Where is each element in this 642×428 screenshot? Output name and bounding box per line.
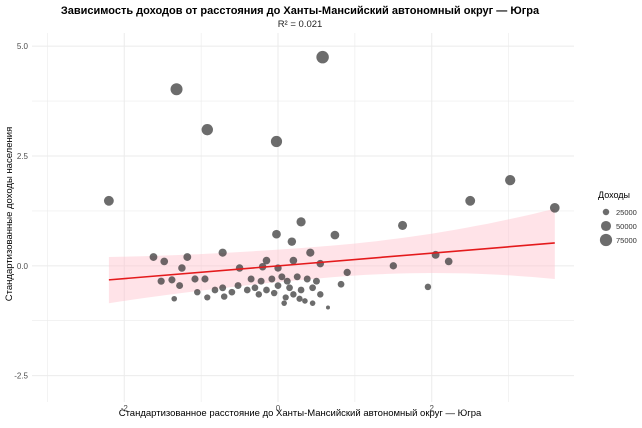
y-tick-label: -2.5 — [14, 372, 28, 381]
data-point — [316, 50, 329, 64]
data-point — [194, 288, 201, 296]
data-point — [268, 275, 276, 283]
data-point — [220, 293, 228, 300]
data-point — [309, 300, 316, 306]
data-point — [389, 262, 398, 270]
chart-title: Зависимость доходов от расстояния до Хан… — [61, 5, 540, 17]
data-point — [251, 284, 259, 292]
legend: Доходы 25000 50000 75000 — [598, 190, 637, 247]
data-point — [270, 289, 278, 297]
data-point — [234, 282, 242, 290]
data-point — [306, 248, 315, 257]
x-tick-label: 0 — [276, 404, 281, 413]
data-point — [168, 276, 176, 284]
data-point — [337, 280, 345, 288]
data-point — [219, 284, 227, 292]
data-point — [255, 291, 263, 298]
data-point — [243, 286, 251, 294]
data-point — [549, 203, 560, 213]
data-point — [201, 123, 213, 136]
ticks-layer: -2 0 2 -2.5 0.0 2.5 5.0 — [14, 42, 434, 413]
data-point — [282, 294, 289, 301]
data-point — [191, 275, 199, 283]
data-point — [505, 175, 516, 186]
legend-label: 75000 — [616, 236, 637, 245]
data-point — [312, 277, 320, 285]
data-point — [149, 253, 158, 261]
x-tick-label: -2 — [121, 404, 129, 413]
data-point — [278, 273, 286, 281]
data-point — [235, 264, 244, 272]
data-point — [317, 291, 324, 298]
legend-size-key — [602, 208, 610, 216]
data-point — [316, 259, 325, 268]
legend-label: 25000 — [616, 208, 637, 217]
data-point — [228, 288, 236, 296]
data-point — [274, 282, 282, 289]
chart-subtitle: R² = 0.021 — [278, 19, 323, 30]
grid — [32, 33, 574, 402]
data-point — [262, 256, 271, 265]
data-point — [183, 253, 192, 261]
data-point — [201, 275, 209, 283]
data-point — [343, 268, 351, 277]
confidence-band — [108, 208, 555, 304]
y-tick-label: 5.0 — [17, 42, 29, 51]
confidence-band-layer — [108, 208, 555, 304]
x-tick-label: 2 — [430, 404, 435, 413]
data-point — [247, 275, 255, 283]
legend-label: 50000 — [616, 222, 637, 231]
data-point — [444, 257, 453, 266]
data-point — [465, 195, 476, 206]
points-layer — [103, 50, 560, 310]
data-point — [272, 229, 281, 239]
legend-title: Доходы — [598, 190, 630, 200]
data-point — [157, 277, 165, 285]
data-point — [257, 277, 265, 285]
y-tick-label: 2.5 — [17, 152, 29, 161]
data-point — [283, 277, 291, 285]
data-point — [325, 305, 330, 310]
trend-line — [108, 242, 555, 281]
data-point — [287, 237, 297, 246]
y-axis-title: Стандартизованные доходы населения — [4, 127, 15, 301]
data-point — [218, 248, 227, 257]
data-point — [281, 300, 287, 306]
data-point — [171, 295, 178, 302]
data-point — [270, 135, 283, 148]
trend-layer — [108, 242, 555, 281]
data-point — [176, 282, 184, 290]
y-tick-label: 0.0 — [17, 262, 29, 271]
data-point — [263, 286, 270, 294]
data-point — [204, 294, 211, 301]
data-point — [293, 273, 301, 281]
x-axis-title: Стандартизованное расстояние до Ханты-Ма… — [119, 408, 482, 419]
data-point — [296, 217, 306, 227]
data-point — [160, 257, 169, 266]
data-point — [289, 256, 298, 265]
data-point — [303, 275, 311, 283]
data-point — [302, 298, 308, 304]
data-point — [290, 291, 297, 298]
data-point — [296, 295, 303, 302]
data-point — [103, 195, 114, 206]
data-point — [424, 283, 432, 291]
data-point — [398, 220, 408, 230]
data-point — [170, 83, 183, 96]
legend-size-key — [599, 233, 613, 247]
data-point — [178, 264, 186, 272]
data-point — [309, 284, 316, 292]
legend-size-key — [600, 220, 612, 232]
data-point — [286, 284, 293, 292]
data-point — [297, 286, 305, 294]
data-point — [211, 286, 219, 294]
data-point — [330, 230, 340, 240]
